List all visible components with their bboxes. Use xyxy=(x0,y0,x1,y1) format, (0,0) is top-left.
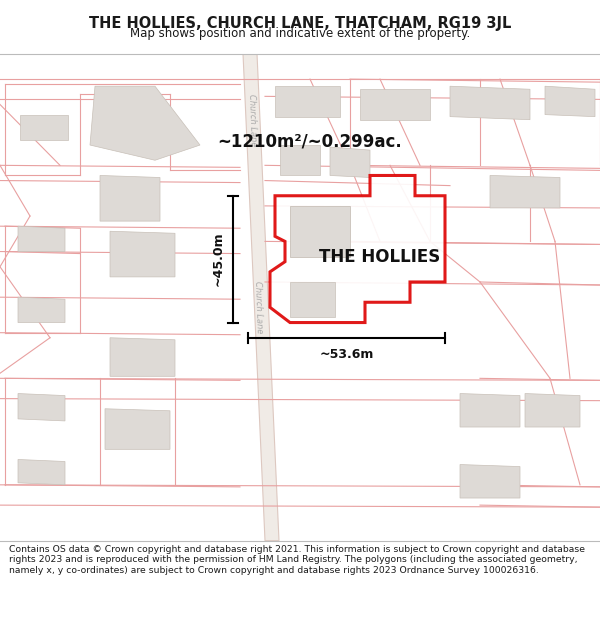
Polygon shape xyxy=(18,394,65,421)
Polygon shape xyxy=(20,114,68,140)
Polygon shape xyxy=(460,394,520,427)
Polygon shape xyxy=(18,297,65,322)
Polygon shape xyxy=(525,394,580,427)
Polygon shape xyxy=(460,464,520,498)
Text: Church Lane: Church Lane xyxy=(247,93,257,146)
Polygon shape xyxy=(110,231,175,277)
Polygon shape xyxy=(360,89,430,119)
Polygon shape xyxy=(18,459,65,485)
Text: THE HOLLIES, CHURCH LANE, THATCHAM, RG19 3JL: THE HOLLIES, CHURCH LANE, THATCHAM, RG19… xyxy=(89,16,511,31)
Polygon shape xyxy=(90,86,200,160)
Polygon shape xyxy=(490,176,560,208)
Polygon shape xyxy=(330,147,370,178)
Polygon shape xyxy=(243,54,279,541)
Polygon shape xyxy=(290,206,350,257)
Polygon shape xyxy=(270,176,445,322)
Polygon shape xyxy=(110,338,175,376)
Text: Church Lane: Church Lane xyxy=(253,281,263,334)
Polygon shape xyxy=(290,282,335,318)
Text: ~1210m²/~0.299ac.: ~1210m²/~0.299ac. xyxy=(218,132,403,150)
Polygon shape xyxy=(18,226,65,251)
Polygon shape xyxy=(100,176,160,221)
Text: Contains OS data © Crown copyright and database right 2021. This information is : Contains OS data © Crown copyright and d… xyxy=(9,545,585,574)
Text: THE HOLLIES: THE HOLLIES xyxy=(319,248,440,266)
Text: Map shows position and indicative extent of the property.: Map shows position and indicative extent… xyxy=(130,28,470,40)
Polygon shape xyxy=(450,86,530,119)
Polygon shape xyxy=(545,86,595,117)
Polygon shape xyxy=(280,145,320,176)
Text: ~45.0m: ~45.0m xyxy=(212,232,225,286)
Polygon shape xyxy=(105,409,170,449)
Text: ~53.6m: ~53.6m xyxy=(319,348,374,361)
Polygon shape xyxy=(275,86,340,117)
